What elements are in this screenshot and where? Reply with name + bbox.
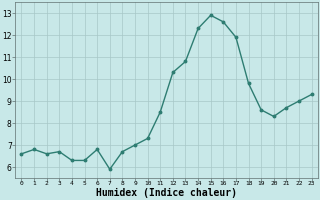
X-axis label: Humidex (Indice chaleur): Humidex (Indice chaleur) (96, 188, 237, 198)
